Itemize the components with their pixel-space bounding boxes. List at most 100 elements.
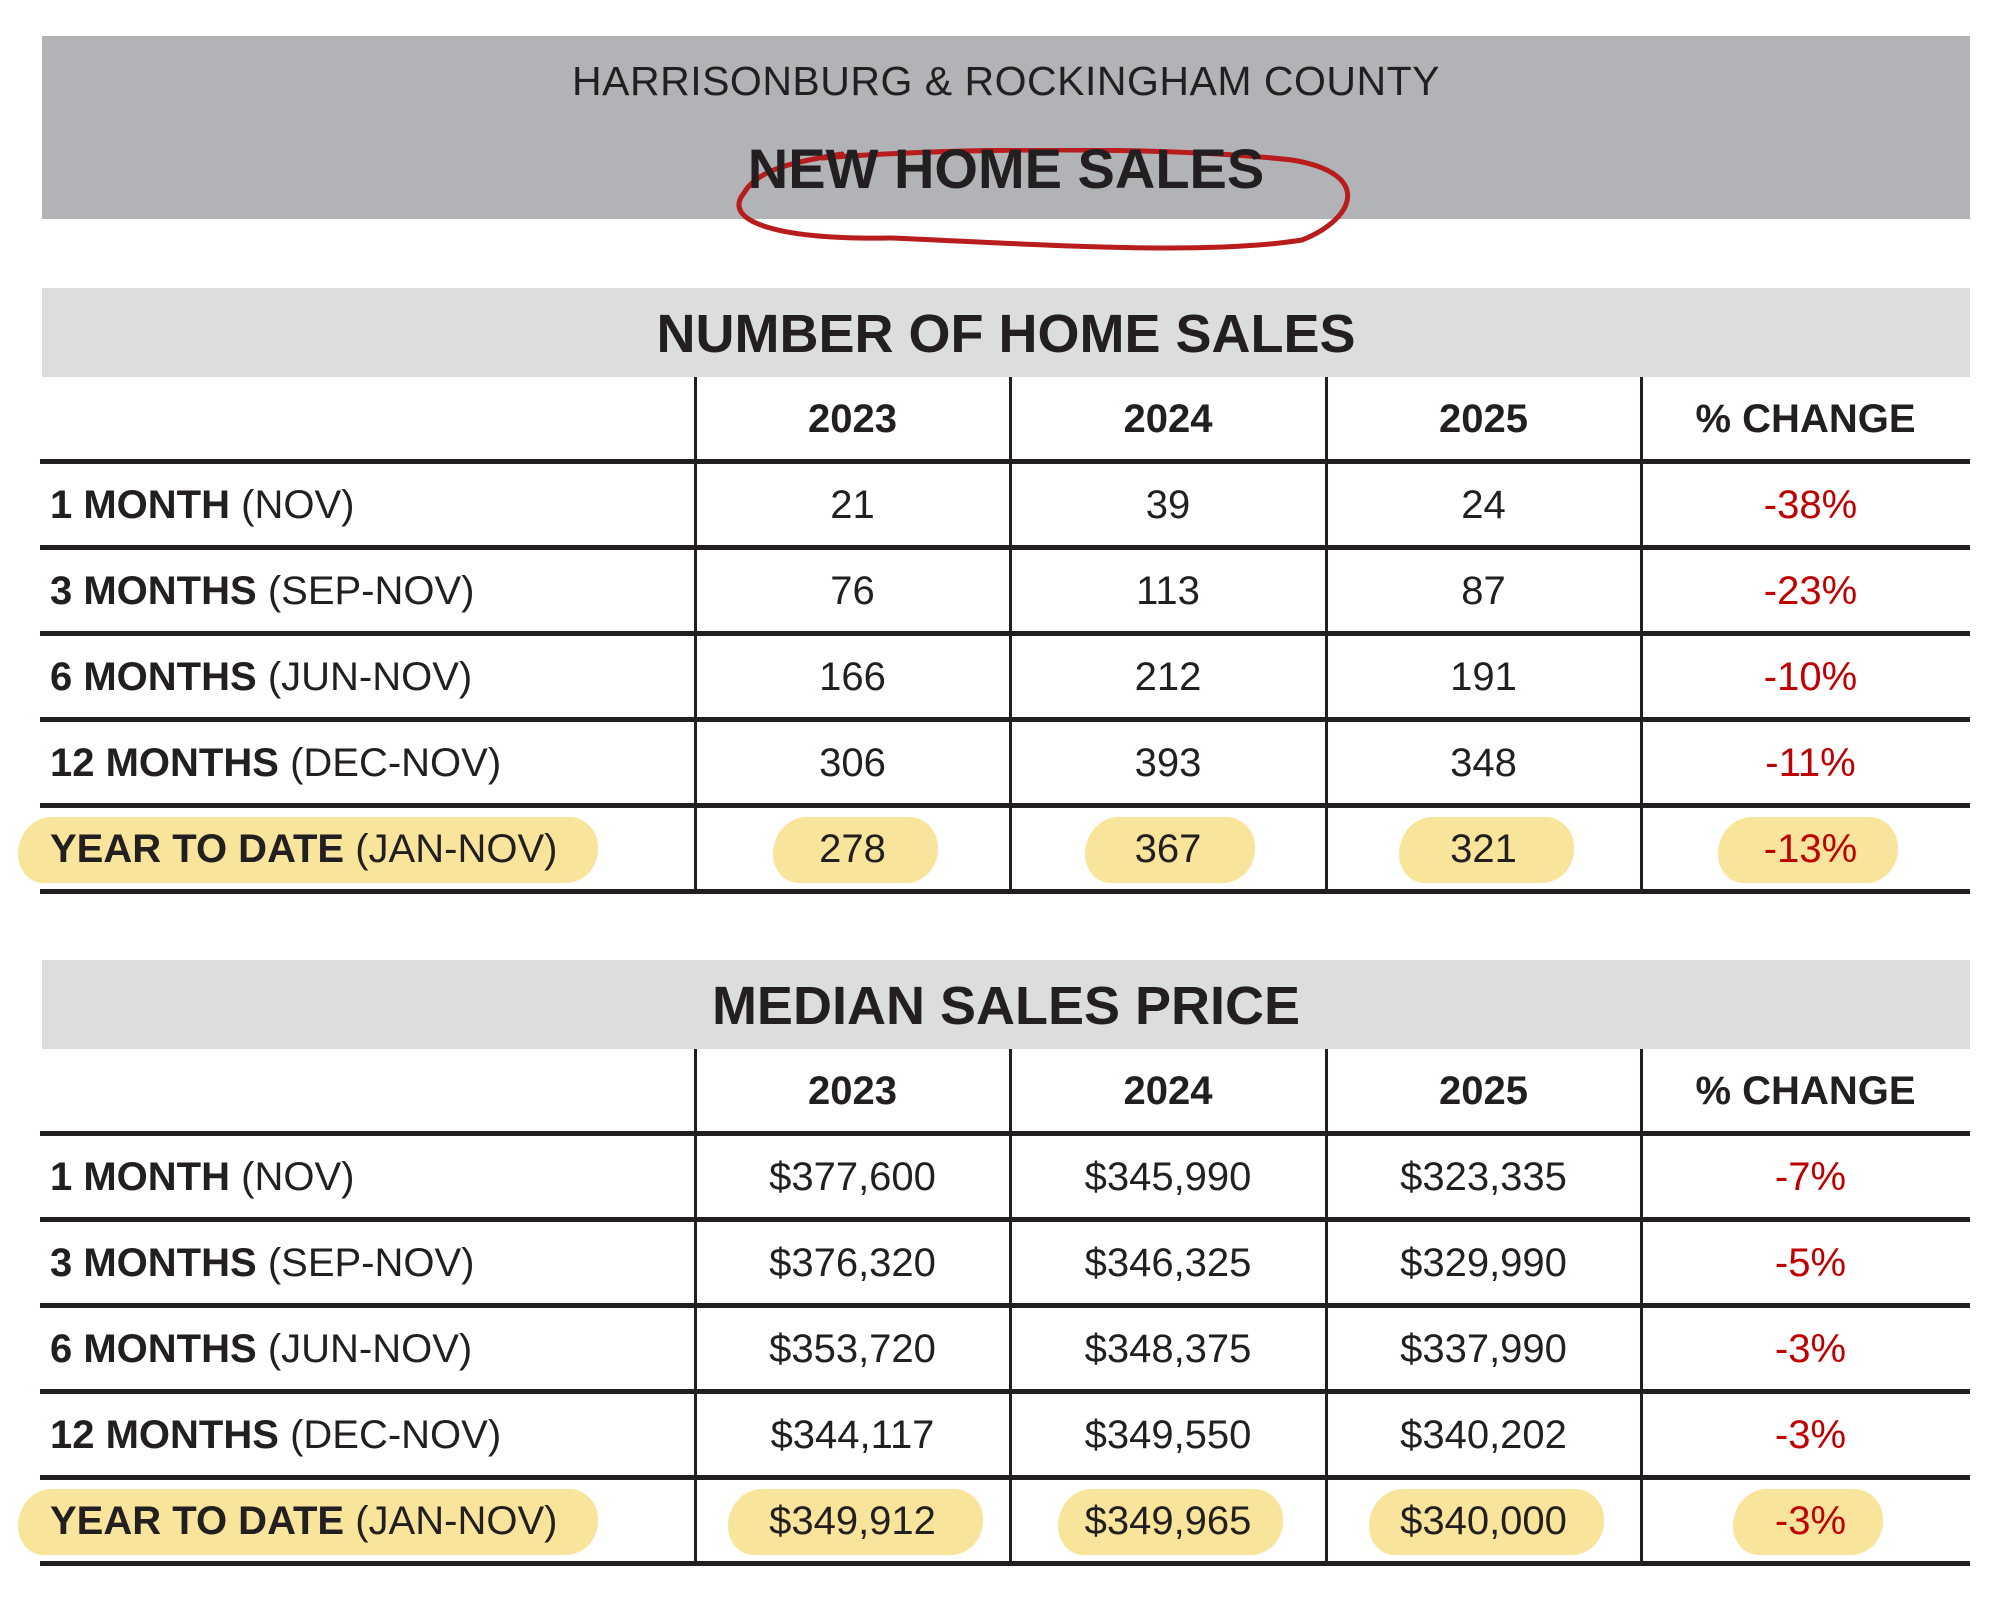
column-header: 2023 (808, 397, 897, 441)
table-cell-value: $340,202 (1400, 1413, 1567, 1457)
table-cell-value: 76 (830, 569, 875, 613)
row-label-period: YEAR TO DATE (50, 1499, 345, 1543)
table-cell-value: 348 (1450, 741, 1517, 785)
row-label-range: (NOV) (241, 483, 355, 527)
percent-change: -7% (1774, 1155, 1847, 1199)
table-cell-value: $348,375 (1084, 1327, 1252, 1371)
row-label: YEAR TO DATE (JAN-NOV) (50, 807, 557, 892)
row-label-range: (JUN-NOV) (267, 655, 473, 699)
table-cell-value: $346,325 (1084, 1241, 1252, 1285)
table-cell-value: $323,335 (1400, 1155, 1567, 1199)
row-label: 3 MONTHS (SEP-NOV) (50, 549, 475, 634)
highlight-mark (1733, 1489, 1883, 1555)
row-label: 1 MONTH (NOV) (50, 463, 354, 548)
table-cell-value: $377,600 (769, 1155, 936, 1199)
row-label: 3 MONTHS (SEP-NOV) (50, 1221, 475, 1306)
column-header: 2025 (1439, 397, 1528, 441)
highlight-mark (1718, 817, 1898, 883)
table-cell-value: 393 (1134, 741, 1202, 785)
row-label: 6 MONTHS (JUN-NOV) (50, 635, 472, 720)
highlight-mark (1057, 1489, 1283, 1555)
table-cell-value: $345,990 (1084, 1155, 1252, 1199)
row-label-range: (JUN-NOV) (267, 1327, 473, 1371)
highlight-mark (1085, 817, 1255, 883)
row-label-period: 12 MONTHS (50, 1413, 279, 1457)
row-label-range: (SEP-NOV) (267, 1241, 475, 1285)
row-label-period: YEAR TO DATE (50, 827, 345, 871)
table-cell-value: $349,965 (1084, 1499, 1252, 1543)
column-header: % CHANGE (1695, 1069, 1916, 1113)
column-header: 2024 (1123, 1069, 1213, 1113)
row-divider (40, 1389, 1970, 1394)
row-divider (40, 717, 1970, 722)
table-cell-value: 39 (1145, 483, 1191, 527)
table-cell-value: $349,912 (769, 1499, 936, 1543)
row-divider (40, 1217, 1970, 1222)
row-label-period: 12 MONTHS (50, 741, 279, 785)
header-subtitle: HARRISONBURG & ROCKINGHAM COUNTY (572, 58, 1440, 104)
highlight-mark (18, 1489, 598, 1555)
column-header: 2024 (1123, 397, 1213, 441)
table-cell-value: $337,990 (1400, 1327, 1567, 1371)
table-cell-value: 191 (1450, 655, 1517, 699)
row-label-range: (DEC-NOV) (290, 741, 502, 785)
row-divider (40, 459, 1970, 464)
table-cell-value: 166 (819, 655, 886, 699)
table-cell-value: 278 (819, 827, 886, 871)
percent-change: -23% (1763, 569, 1858, 613)
table-cell-value: 113 (1136, 569, 1200, 613)
percent-change: -11% (1765, 741, 1856, 785)
table-cell-value: $349,550 (1084, 1413, 1252, 1457)
table-cell-value: 24 (1461, 483, 1506, 527)
percent-change: -38% (1763, 483, 1858, 527)
table-cell-value: $353,720 (769, 1327, 936, 1371)
row-label-period: 3 MONTHS (50, 1241, 257, 1285)
table-cell-value: 87 (1461, 569, 1506, 613)
column-header: 2025 (1439, 1069, 1528, 1113)
highlight-mark (727, 1489, 983, 1555)
highlight-mark (772, 817, 938, 883)
row-divider (40, 631, 1970, 636)
row-label-range: (JAN-NOV) (355, 1499, 558, 1543)
percent-change: -5% (1774, 1241, 1847, 1285)
highlight-mark (1398, 817, 1574, 883)
row-divider (40, 1475, 1970, 1480)
table-cell-value: $376,320 (769, 1241, 936, 1285)
row-label-period: 6 MONTHS (50, 655, 257, 699)
row-divider (40, 1303, 1970, 1308)
table-cell-value: $329,990 (1400, 1241, 1567, 1285)
percent-change: -13% (1763, 827, 1858, 871)
header-title: NEW HOME SALES (747, 137, 1265, 200)
hand-drawn-circle-annotation (736, 148, 1351, 251)
table-cell-value: 306 (819, 741, 886, 785)
percent-change: -3% (1774, 1499, 1847, 1543)
row-label: 6 MONTHS (JUN-NOV) (50, 1307, 472, 1392)
row-divider (40, 803, 1970, 808)
percent-change: -10% (1763, 655, 1858, 699)
row-label: YEAR TO DATE (JAN-NOV) (50, 1479, 557, 1564)
table-cell-value: 321 (1450, 827, 1517, 871)
row-label: 1 MONTH (NOV) (50, 1135, 354, 1220)
percent-change: -3% (1774, 1327, 1847, 1371)
column-header: % CHANGE (1695, 397, 1916, 441)
table-cell-value: 367 (1134, 827, 1202, 871)
percent-change: -3% (1774, 1413, 1847, 1457)
table-title: MEDIAN SALES PRICE (42, 960, 1970, 1049)
table-cell-value: 212 (1134, 655, 1202, 699)
row-label-period: 1 MONTH (50, 1155, 230, 1199)
row-label-period: 3 MONTHS (50, 569, 257, 613)
row-label-range: (DEC-NOV) (290, 1413, 502, 1457)
row-label: 12 MONTHS (DEC-NOV) (50, 1393, 501, 1478)
header-banner: HARRISONBURG & ROCKINGHAM COUNTY NEW HOM… (42, 36, 1970, 251)
table-cell-value: $344,117 (770, 1413, 935, 1457)
highlight-mark (18, 817, 598, 883)
row-label-range: (SEP-NOV) (267, 569, 475, 613)
row-divider (40, 1131, 1970, 1136)
row-divider (40, 1561, 1970, 1566)
table-cell-value: $340,000 (1400, 1499, 1567, 1543)
column-header: 2023 (808, 1069, 897, 1113)
row-label-period: 1 MONTH (50, 483, 230, 527)
table-title: NUMBER OF HOME SALES (42, 288, 1970, 377)
row-label-period: 6 MONTHS (50, 1327, 257, 1371)
row-label: 12 MONTHS (DEC-NOV) (50, 721, 501, 806)
